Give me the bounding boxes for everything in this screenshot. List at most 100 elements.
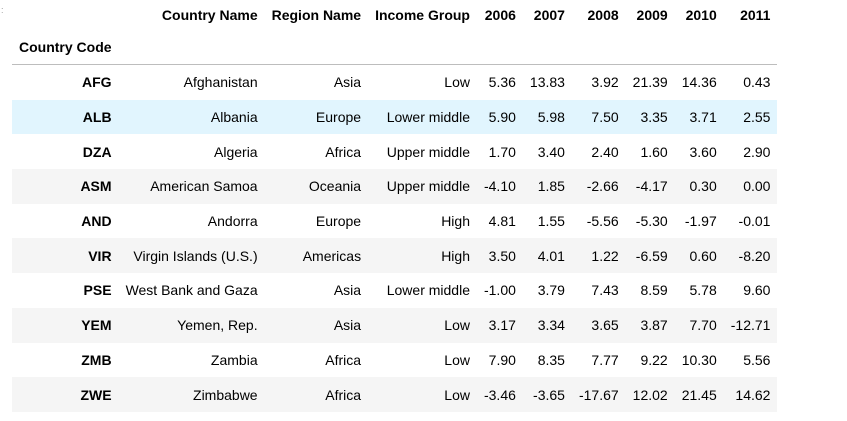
table-cell: 3.79 bbox=[537, 282, 565, 299]
dataframe-table: Country Name Region Name Income Group 20… bbox=[12, 0, 778, 412]
row-index-cell: ZWE bbox=[80, 386, 112, 403]
row-index-cell: YEM bbox=[81, 317, 112, 334]
table-row: YEM Yemen, Rep. Asia Low 3.17 3.34 3.65 3.87 7.7… bbox=[12, 307, 778, 343]
table-cell: Europe bbox=[315, 109, 362, 126]
row-index-cell: ZMB bbox=[81, 351, 112, 368]
table-cell: Albania bbox=[210, 109, 258, 126]
table-cell: 21.45 bbox=[681, 386, 717, 403]
table-row: ALB Albania Europe Lower middle 5.90 5.98 7.50… bbox=[12, 99, 778, 135]
table-cell: 2.55 bbox=[743, 109, 771, 126]
table-cell: 3.50 bbox=[488, 247, 516, 264]
table-cell: -12.71 bbox=[730, 317, 771, 334]
table-cell: 5.90 bbox=[488, 109, 516, 126]
table-cell: -2.66 bbox=[586, 178, 619, 195]
table-cell: 3.87 bbox=[640, 317, 668, 334]
table-cell: 12.02 bbox=[632, 386, 668, 403]
table-cell: 3.34 bbox=[537, 317, 565, 334]
table-cell: Andorra bbox=[207, 213, 258, 230]
table-cell: 4.81 bbox=[488, 213, 516, 230]
table-cell: Zambia bbox=[210, 351, 258, 368]
table-cell: 8.59 bbox=[640, 282, 668, 299]
table-cell: 7.90 bbox=[488, 351, 516, 368]
table-row: ZWE Zimbabwe Africa Low -3.46 -3.65 -17.67 12.0… bbox=[12, 377, 778, 412]
table-cell: -0.01 bbox=[738, 213, 771, 230]
table-cell: 3.17 bbox=[488, 317, 516, 334]
table-cell: -4.17 bbox=[635, 178, 668, 195]
table-cell: Low bbox=[444, 74, 470, 91]
table-cell: Algeria bbox=[214, 143, 258, 160]
output-collapse-handle[interactable]: : bbox=[1, 5, 4, 15]
table-cell: Low bbox=[444, 351, 470, 368]
table-cell: Africa bbox=[325, 386, 362, 403]
column-header: 2011 bbox=[740, 6, 771, 23]
table-cell: 14.62 bbox=[735, 386, 771, 403]
table-cell: Upper middle bbox=[386, 178, 470, 195]
table-cell: 0.43 bbox=[743, 74, 771, 91]
table-cell: 10.30 bbox=[681, 351, 717, 368]
row-index-cell: ALB bbox=[82, 109, 112, 126]
table-cell: High bbox=[441, 247, 470, 264]
table-cell: 8.35 bbox=[537, 351, 565, 368]
table-cell: Low bbox=[444, 386, 470, 403]
table-cell: Upper middle bbox=[386, 143, 470, 160]
table-cell: 3.65 bbox=[591, 317, 619, 334]
table-body: AFG Afghanistan Asia Low 5.36 13.83 3.92 21.39 1… bbox=[12, 65, 778, 412]
table-cell: Asia bbox=[333, 74, 362, 91]
table-cell: 5.56 bbox=[743, 351, 771, 368]
table-row: VIR Virgin Islands (U.S.) Americas High 3.50… bbox=[12, 238, 778, 274]
table-cell: 3.60 bbox=[689, 143, 717, 160]
table-cell: 21.39 bbox=[632, 74, 668, 91]
table-cell: Oceania bbox=[308, 178, 362, 195]
table-cell: 7.50 bbox=[591, 109, 619, 126]
table-cell: 1.22 bbox=[591, 247, 619, 264]
table-cell: 9.60 bbox=[743, 282, 771, 299]
column-header: 2006 bbox=[484, 6, 516, 23]
table-cell: Asia bbox=[333, 282, 362, 299]
table-cell: -1.97 bbox=[684, 213, 717, 230]
row-index-cell: PSE bbox=[83, 282, 112, 299]
row-index-cell: VIR bbox=[88, 247, 112, 264]
row-index-cell: ASM bbox=[80, 178, 112, 195]
table-cell: -5.30 bbox=[635, 213, 668, 230]
table-cell: 2.40 bbox=[591, 143, 619, 160]
column-header-row: Country Name Region Name Income Group 20… bbox=[12, 0, 777, 29]
table-cell: Zimbabwe bbox=[193, 386, 258, 403]
table-row: ASM American Samoa Oceania Upper middle -4.1… bbox=[12, 169, 778, 204]
table-cell: -8.20 bbox=[738, 247, 771, 264]
table-cell: 5.98 bbox=[537, 109, 565, 126]
table-cell: 0.60 bbox=[689, 247, 717, 264]
table-cell: Africa bbox=[325, 143, 362, 160]
table-cell: -4.10 bbox=[483, 178, 516, 195]
table-cell: -6.59 bbox=[635, 247, 668, 264]
table-cell: 1.55 bbox=[537, 213, 565, 230]
table-cell: 14.36 bbox=[681, 74, 717, 91]
table-cell: 3.92 bbox=[591, 74, 619, 91]
table-cell: 1.60 bbox=[640, 143, 668, 160]
table-cell: 4.01 bbox=[537, 247, 565, 264]
column-header: Income Group bbox=[375, 6, 470, 23]
table-cell: Afghanistan bbox=[183, 74, 258, 91]
table-row: PSE West Bank and Gaza Asia Lower middle -1.… bbox=[12, 273, 777, 308]
table-cell: Asia bbox=[333, 317, 362, 334]
table-cell: 7.70 bbox=[689, 317, 717, 334]
table-cell: 3.71 bbox=[689, 109, 717, 126]
column-header: 2009 bbox=[636, 6, 668, 23]
table-cell: Yemen, Rep. bbox=[177, 317, 258, 334]
table-row: DZA Algeria Africa Upper middle 1.70 3.40 2.40… bbox=[12, 134, 777, 169]
table-cell: -3.65 bbox=[533, 386, 565, 403]
column-header: Region Name bbox=[271, 6, 362, 23]
table-cell: 1.70 bbox=[488, 143, 516, 160]
table-cell: Lower middle bbox=[386, 109, 470, 126]
table-cell: Virgin Islands (U.S.) bbox=[133, 247, 258, 264]
table-cell: 5.78 bbox=[689, 282, 717, 299]
table-row: AFG Afghanistan Asia Low 5.36 13.83 3.92 21.39 1… bbox=[12, 65, 777, 100]
table-cell: -1.00 bbox=[483, 282, 516, 299]
column-header: 2007 bbox=[533, 6, 565, 23]
table-cell: American Samoa bbox=[150, 178, 258, 195]
table-cell: High bbox=[441, 213, 470, 230]
table-cell: Americas bbox=[302, 247, 362, 264]
table-cell: Lower middle bbox=[386, 282, 470, 299]
column-header: 2008 bbox=[587, 6, 619, 23]
table-cell: Europe bbox=[315, 213, 362, 230]
